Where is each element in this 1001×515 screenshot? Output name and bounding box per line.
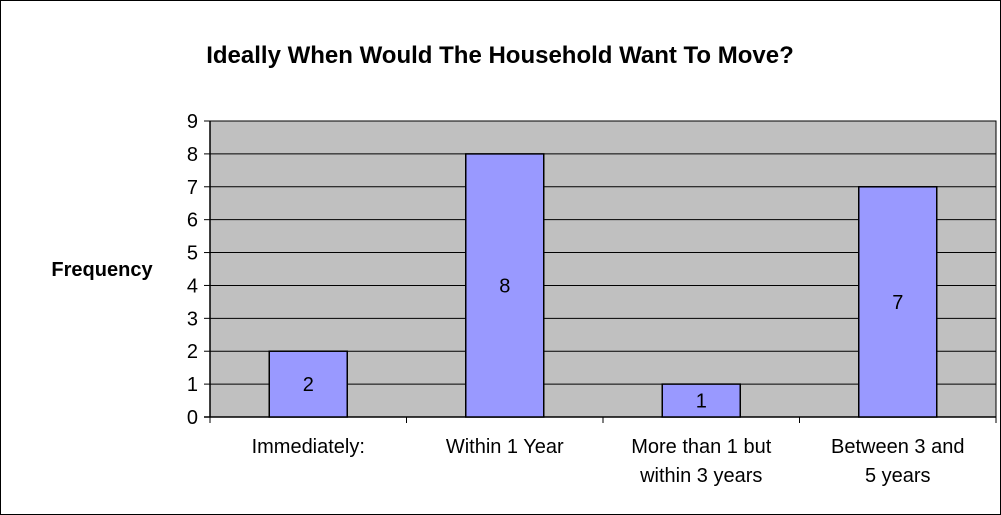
x-category-label: Within 1 Year bbox=[446, 436, 564, 458]
y-tick-label: 9 bbox=[187, 111, 198, 133]
x-category-label: 5 years bbox=[865, 465, 931, 487]
bar bbox=[661, 383, 741, 418]
data-label: 8 bbox=[499, 275, 510, 297]
x-category-label: within 3 years bbox=[639, 465, 762, 487]
data-label: 1 bbox=[696, 391, 707, 413]
x-category-label: Between 3 and bbox=[831, 436, 964, 458]
chart-title: Ideally When Would The Household Want To… bbox=[206, 42, 794, 69]
data-label: 2 bbox=[303, 374, 314, 396]
y-tick-label: 4 bbox=[187, 275, 198, 297]
y-tick-label: 0 bbox=[187, 407, 198, 429]
bar bbox=[858, 186, 938, 418]
x-category-label: More than 1 but bbox=[631, 436, 772, 458]
x-category-label: Immediately: bbox=[252, 436, 365, 458]
bar bbox=[268, 350, 348, 418]
y-tick-label: 5 bbox=[187, 243, 198, 265]
y-tick-label: 3 bbox=[187, 308, 198, 330]
y-tick-label: 7 bbox=[187, 177, 198, 199]
y-axis-label: Frequency bbox=[51, 259, 153, 281]
bar bbox=[465, 153, 545, 418]
plot-area-group: 0 1 2 3 4 5 6 7 8 9 2 Immediately: 8 Within 1 Year 1 Mo… bbox=[187, 111, 997, 487]
data-label: 7 bbox=[892, 292, 903, 314]
y-tick-label: 6 bbox=[187, 210, 198, 232]
y-tick-label: 8 bbox=[187, 144, 198, 166]
y-tick-label: 2 bbox=[187, 341, 198, 363]
y-tick-label: 1 bbox=[187, 374, 198, 396]
